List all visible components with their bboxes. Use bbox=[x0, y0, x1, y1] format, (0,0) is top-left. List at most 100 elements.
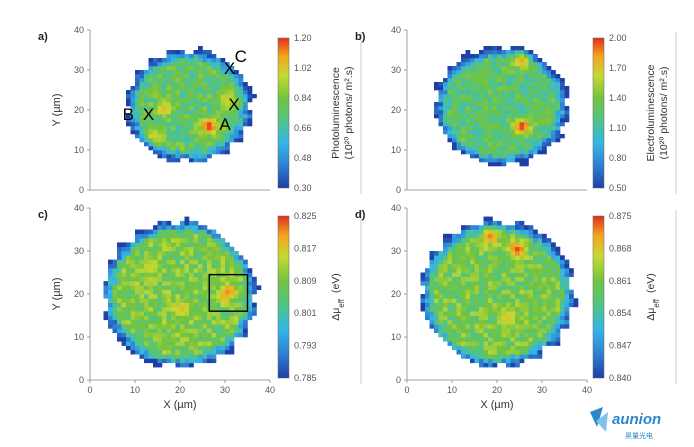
heatmap-cell bbox=[555, 276, 561, 282]
heatmap-cell bbox=[157, 130, 163, 135]
heatmap-cell bbox=[166, 332, 172, 338]
heatmap-cell bbox=[144, 130, 149, 135]
heatmap-cell bbox=[198, 154, 203, 159]
heatmap-cell bbox=[189, 354, 194, 359]
heatmap-cell bbox=[524, 332, 529, 338]
heatmap-cell bbox=[220, 345, 226, 351]
heatmap-cell bbox=[153, 146, 158, 151]
heatmap-cell bbox=[510, 122, 516, 127]
heatmap-cell bbox=[153, 114, 158, 119]
heatmap-cell bbox=[470, 54, 475, 59]
heatmap-cell bbox=[483, 362, 489, 368]
heatmap-cell bbox=[207, 50, 212, 55]
heatmap-cell bbox=[528, 238, 534, 243]
heatmap-cell bbox=[157, 263, 163, 269]
heatmap-cell bbox=[501, 281, 507, 286]
heatmap-cell bbox=[166, 281, 172, 286]
heatmap-cell bbox=[202, 233, 208, 239]
heatmap-cell bbox=[243, 94, 248, 99]
heatmap-cell bbox=[542, 285, 547, 290]
heatmap-cell bbox=[175, 242, 181, 247]
heatmap-cell bbox=[139, 242, 145, 247]
heatmap-cell bbox=[519, 242, 525, 247]
heatmap-cell bbox=[461, 276, 466, 282]
heatmap-cell bbox=[501, 272, 507, 278]
heatmap-cell bbox=[501, 66, 507, 71]
heatmap-cell bbox=[139, 315, 145, 321]
heatmap-cell bbox=[456, 285, 462, 290]
heatmap-cell bbox=[492, 289, 498, 295]
heatmap-cell bbox=[198, 298, 203, 303]
heatmap-cell bbox=[184, 154, 190, 159]
heatmap-cell bbox=[202, 324, 208, 329]
heatmap-cell bbox=[452, 74, 457, 79]
heatmap-cell bbox=[202, 319, 208, 325]
heatmap-cell bbox=[492, 110, 498, 115]
heatmap-cell bbox=[452, 106, 457, 111]
heatmap-cell bbox=[533, 345, 538, 351]
heatmap-cell bbox=[515, 259, 520, 265]
heatmap-cell bbox=[452, 82, 457, 87]
heatmap-cell bbox=[148, 238, 154, 243]
heatmap-cell bbox=[488, 229, 493, 235]
heatmap-cell bbox=[216, 319, 221, 325]
heatmap-cell bbox=[189, 332, 194, 338]
heatmap-cell bbox=[166, 94, 172, 99]
heatmap-cell bbox=[171, 354, 176, 359]
heatmap-cell bbox=[465, 238, 471, 243]
colorbar-tick-label: 1.10 bbox=[609, 123, 627, 133]
heatmap-cell bbox=[220, 315, 226, 321]
heatmap-cell bbox=[229, 78, 235, 83]
heatmap-cell bbox=[533, 106, 538, 111]
heatmap-cell bbox=[211, 90, 217, 95]
heatmap-cell bbox=[533, 110, 538, 115]
heatmap-cell bbox=[515, 110, 520, 115]
heatmap-cell bbox=[551, 268, 556, 273]
heatmap-cell bbox=[461, 98, 466, 103]
heatmap-cell bbox=[528, 229, 534, 235]
heatmap-cell bbox=[524, 50, 529, 55]
heatmap-cell bbox=[465, 138, 471, 143]
heatmap-cell bbox=[184, 263, 190, 269]
heatmap-cell bbox=[202, 259, 208, 265]
heatmap-cell bbox=[211, 324, 217, 329]
heatmap-cell bbox=[542, 251, 547, 256]
heatmap-cell bbox=[112, 285, 118, 290]
heatmap-cell bbox=[180, 130, 185, 135]
heatmap-cell bbox=[211, 341, 217, 346]
heatmap-cell bbox=[465, 332, 471, 338]
heatmap-cell bbox=[211, 349, 217, 355]
heatmap-cell bbox=[171, 294, 176, 299]
heatmap-cell bbox=[542, 233, 547, 239]
logo-mark-accent-icon bbox=[596, 412, 608, 432]
heatmap-cell bbox=[126, 298, 131, 303]
heatmap-cell bbox=[135, 70, 140, 75]
heatmap-cell bbox=[438, 102, 444, 107]
heatmap-cell bbox=[506, 122, 511, 127]
heatmap-cell bbox=[519, 294, 525, 299]
heatmap-cell bbox=[560, 298, 565, 303]
heatmap-cell bbox=[216, 306, 221, 312]
heatmap-cell bbox=[198, 98, 203, 103]
heatmap-cell bbox=[121, 281, 127, 286]
heatmap-cell bbox=[180, 154, 185, 159]
heatmap-cell bbox=[479, 315, 484, 321]
heatmap-cell bbox=[243, 82, 248, 87]
heatmap-cell bbox=[162, 302, 167, 308]
heatmap-cell bbox=[515, 154, 520, 159]
heatmap-cell bbox=[180, 319, 185, 325]
heatmap-cell bbox=[162, 94, 167, 99]
heatmap-cell bbox=[108, 263, 113, 269]
heatmap-cell bbox=[497, 311, 502, 316]
heatmap-cell bbox=[461, 110, 466, 115]
heatmap-cell bbox=[456, 246, 462, 252]
heatmap-cell bbox=[569, 268, 574, 273]
heatmap-cell bbox=[447, 98, 453, 103]
heatmap-cell bbox=[117, 272, 122, 278]
heatmap-cell bbox=[479, 158, 484, 163]
heatmap-cell bbox=[456, 118, 462, 123]
heatmap-cell bbox=[429, 294, 435, 299]
heatmap-cell bbox=[510, 98, 516, 103]
heatmap-cell bbox=[542, 242, 547, 247]
heatmap-cell bbox=[515, 50, 520, 55]
